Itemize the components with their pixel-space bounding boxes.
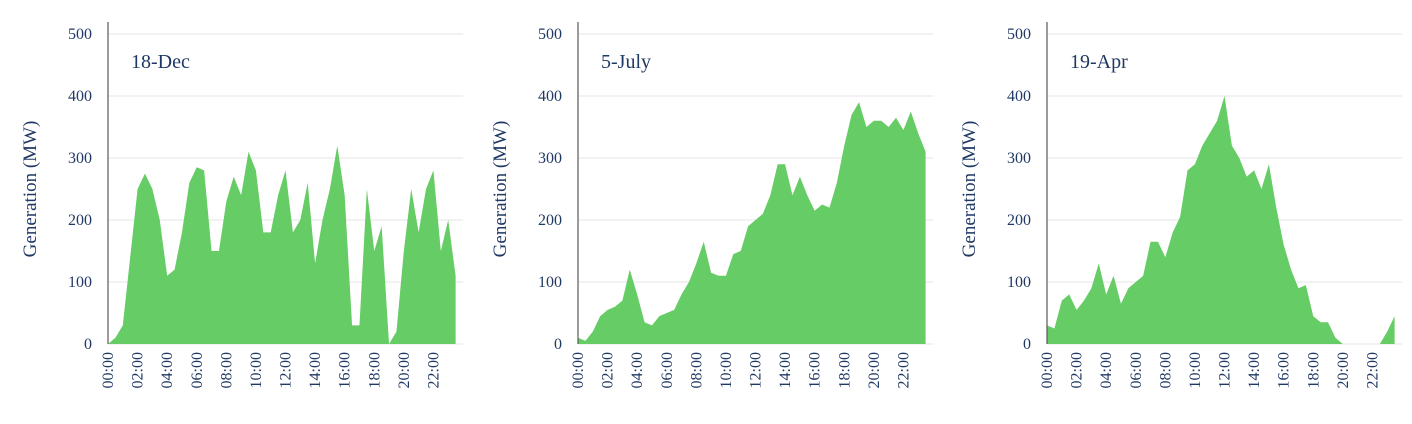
x-tick-label: 20:00 — [396, 352, 413, 388]
x-tick-label: 00:00 — [100, 352, 117, 388]
x-tick-label: 22:00 — [895, 352, 912, 388]
y-tick-label: 300 — [538, 150, 562, 167]
area — [578, 102, 926, 344]
y-axis-label: Generation (MW) — [959, 121, 980, 258]
x-tick-label: 00:00 — [570, 352, 587, 388]
x-tick-label: 04:00 — [629, 352, 646, 388]
x-tick-label: 06:00 — [1128, 352, 1145, 388]
x-tick-label: 10:00 — [718, 352, 735, 388]
x-tick-label: 02:00 — [600, 352, 617, 388]
annotation: 18-Dec — [131, 51, 190, 73]
x-tick-label: 12:00 — [1217, 352, 1234, 388]
x-tick-label: 10:00 — [1187, 352, 1204, 388]
x-tick-label: 16:00 — [807, 352, 824, 388]
area — [1047, 96, 1395, 344]
x-tick-label: 14:00 — [307, 352, 324, 388]
y-tick-label: 300 — [68, 150, 92, 167]
annotation: 5-July — [601, 51, 651, 73]
x-tick-label: 16:00 — [337, 352, 354, 388]
x-tick-label: 08:00 — [1157, 352, 1174, 388]
y-axis-label: Generation (MW) — [490, 121, 511, 258]
annotation: 19-Apr — [1070, 51, 1128, 73]
y-tick-label: 500 — [1007, 26, 1031, 43]
x-tick-label: 22:00 — [425, 352, 442, 388]
y-tick-label: 0 — [554, 336, 562, 353]
x-tick-label: 14:00 — [777, 352, 794, 388]
x-tick-label: 20:00 — [1335, 352, 1352, 388]
x-tick-label: 20:00 — [866, 352, 883, 388]
x-tick-label: 08:00 — [218, 352, 235, 388]
y-tick-label: 100 — [68, 274, 92, 291]
y-tick-label: 400 — [1007, 88, 1031, 105]
y-tick-label: 0 — [84, 336, 92, 353]
x-tick-label: 22:00 — [1364, 352, 1381, 388]
y-tick-label: 500 — [538, 26, 562, 43]
x-tick-label: 06:00 — [659, 352, 676, 388]
x-tick-label: 04:00 — [1098, 352, 1115, 388]
x-tick-label: 14:00 — [1246, 352, 1263, 388]
y-tick-label: 500 — [68, 26, 92, 43]
x-tick-label: 10:00 — [248, 352, 265, 388]
x-tick-label: 02:00 — [130, 352, 147, 388]
y-tick-label: 300 — [1007, 150, 1031, 167]
x-tick-label: 12:00 — [278, 352, 295, 388]
y-tick-label: 400 — [538, 88, 562, 105]
y-tick-label: 200 — [1007, 212, 1031, 229]
y-tick-label: 400 — [68, 88, 92, 105]
x-tick-label: 00:00 — [1039, 352, 1056, 388]
y-tick-label: 200 — [68, 212, 92, 229]
x-tick-label: 06:00 — [189, 352, 206, 388]
y-axis-label: Generation (MW) — [20, 121, 41, 258]
x-tick-label: 08:00 — [688, 352, 705, 388]
x-tick-label: 12:00 — [748, 352, 765, 388]
x-tick-label: 02:00 — [1069, 352, 1086, 388]
y-tick-label: 100 — [1007, 274, 1031, 291]
x-tick-label: 04:00 — [159, 352, 176, 388]
y-tick-label: 200 — [538, 212, 562, 229]
x-tick-label: 18:00 — [366, 352, 383, 388]
x-tick-label: 16:00 — [1276, 352, 1293, 388]
y-tick-label: 0 — [1023, 336, 1031, 353]
x-tick-label: 18:00 — [836, 352, 853, 388]
x-tick-label: 18:00 — [1305, 352, 1322, 388]
area — [108, 145, 456, 344]
y-tick-label: 100 — [538, 274, 562, 291]
